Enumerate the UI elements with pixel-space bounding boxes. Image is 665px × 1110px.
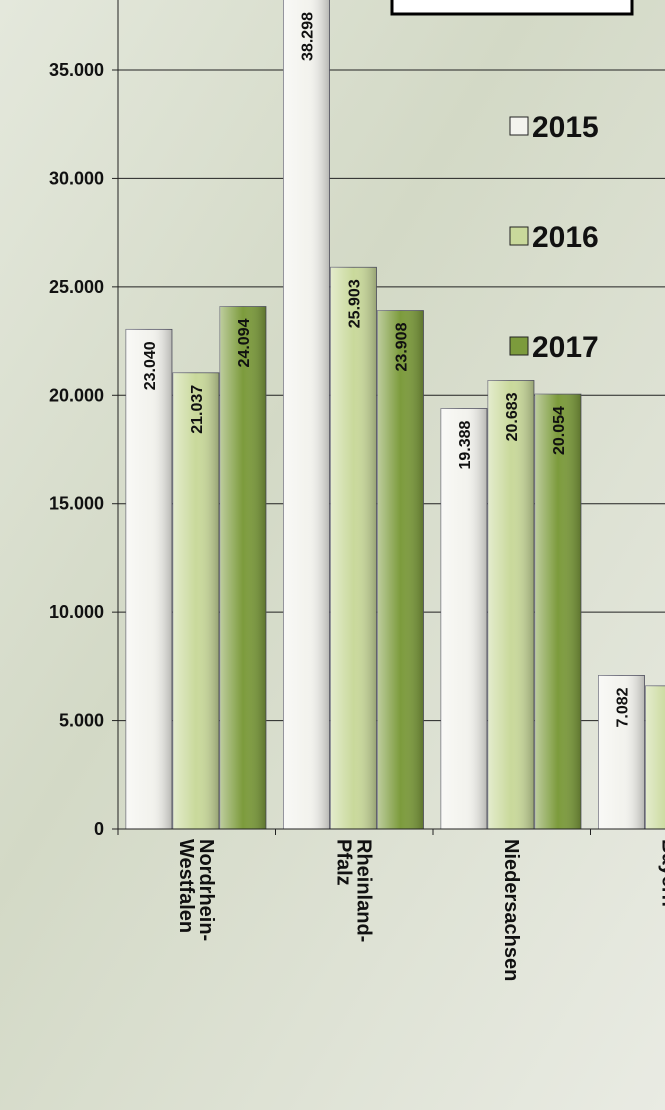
- bar-shade: [330, 267, 377, 830]
- legend-label: 2015: [532, 111, 599, 144]
- x-tick-label: Niedersachsen: [500, 839, 522, 981]
- y-tick-label: 25.000: [49, 277, 104, 297]
- bar-shade: [441, 408, 487, 829]
- bar-shade: [377, 310, 424, 829]
- bar-shade: [220, 306, 266, 829]
- value-label: 20.054: [551, 406, 568, 455]
- value-label: 19.388: [457, 420, 474, 469]
- legend-label: 2017: [532, 331, 599, 364]
- value-label: 21.037: [189, 385, 206, 434]
- y-tick-label: 20.000: [49, 385, 104, 405]
- bar-shade: [488, 380, 534, 829]
- y-tick-label: 15.000: [49, 494, 104, 514]
- y-tick-label: 10.000: [49, 602, 104, 622]
- legend-swatch: [509, 226, 529, 246]
- y-tick-label: 30.000: [49, 168, 104, 188]
- value-label: 23.908: [394, 322, 411, 371]
- y-tick-label: 35.000: [49, 60, 104, 80]
- title-box: [390, 0, 634, 16]
- y-tick-label: 0: [94, 819, 104, 839]
- value-label: 20.683: [504, 392, 521, 441]
- bar-shade: [283, 0, 330, 829]
- x-tick-label: Bayern: [657, 839, 665, 907]
- legend-label: 2016: [532, 221, 599, 254]
- value-label: 25.903: [347, 279, 364, 328]
- bar-shade: [598, 675, 645, 829]
- value-label: 38.298: [300, 12, 317, 61]
- x-tick-label: Nordrhein-Westfalen: [175, 839, 217, 941]
- legend-swatch: [509, 336, 529, 356]
- legend-swatch: [509, 116, 529, 136]
- bar-shade: [126, 329, 172, 829]
- bar-shade: [645, 685, 665, 829]
- value-label: 23.040: [142, 341, 159, 390]
- value-label: 24.094: [236, 318, 253, 367]
- x-tick-label: Rheinland-Pfalz: [332, 839, 374, 942]
- bar-shade: [535, 394, 581, 829]
- bar-shade: [173, 372, 219, 829]
- value-label: 7.082: [615, 687, 632, 727]
- y-tick-label: 5.000: [59, 711, 104, 731]
